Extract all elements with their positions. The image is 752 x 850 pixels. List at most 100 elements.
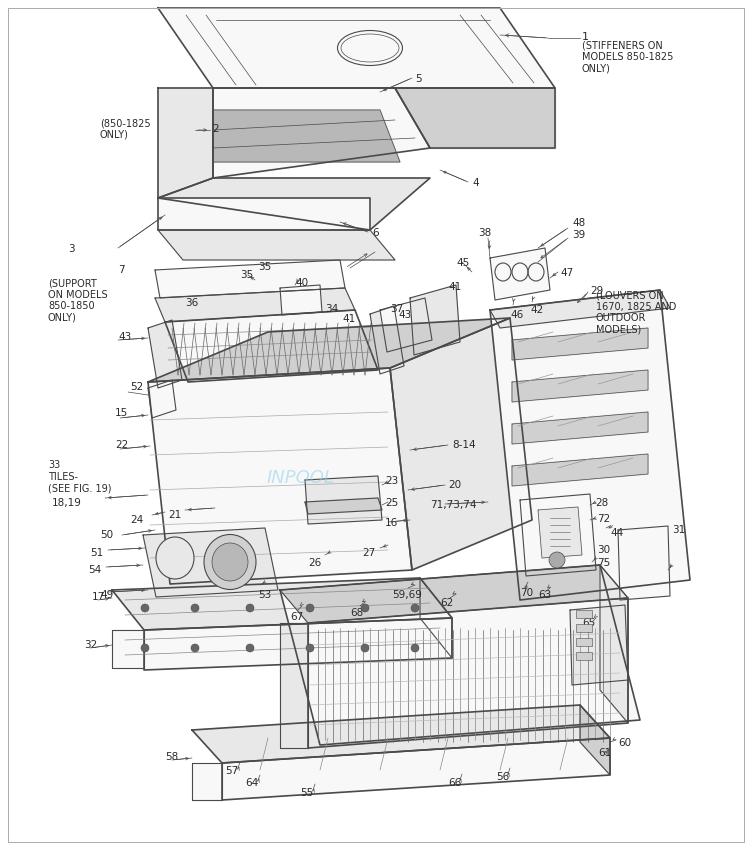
Polygon shape (112, 578, 452, 630)
Text: 7: 7 (118, 265, 125, 275)
Text: 22: 22 (115, 440, 129, 450)
Polygon shape (410, 285, 460, 355)
Text: 52: 52 (130, 382, 143, 392)
Polygon shape (222, 738, 610, 800)
Polygon shape (570, 605, 628, 685)
Text: 64: 64 (245, 778, 258, 788)
Text: 21: 21 (168, 510, 181, 520)
Text: 53: 53 (258, 590, 271, 600)
Polygon shape (165, 310, 378, 382)
Bar (576, 638, 592, 646)
Polygon shape (280, 285, 322, 315)
Text: 41: 41 (342, 314, 355, 324)
Text: 44: 44 (610, 528, 623, 538)
Text: 31: 31 (672, 525, 685, 535)
Text: 23: 23 (385, 476, 399, 486)
Text: 30: 30 (597, 545, 610, 555)
Polygon shape (280, 565, 640, 745)
Polygon shape (144, 618, 452, 670)
Text: 26: 26 (308, 558, 321, 568)
Polygon shape (308, 598, 628, 748)
Text: 1: 1 (582, 32, 589, 42)
Polygon shape (512, 370, 648, 402)
Text: 48: 48 (572, 218, 585, 228)
Circle shape (191, 644, 199, 652)
Text: 3: 3 (68, 244, 74, 254)
Polygon shape (148, 318, 510, 382)
Polygon shape (213, 110, 400, 162)
Circle shape (411, 644, 419, 652)
Text: 32: 32 (84, 640, 97, 650)
Polygon shape (158, 230, 395, 260)
Text: 43: 43 (398, 310, 411, 320)
Text: 66: 66 (448, 778, 461, 788)
Text: INPOOL: INPOOL (266, 469, 334, 487)
Text: 8-14: 8-14 (452, 440, 475, 450)
Circle shape (246, 604, 254, 612)
Polygon shape (490, 290, 690, 600)
Text: 15: 15 (115, 408, 129, 418)
Polygon shape (490, 290, 670, 328)
Circle shape (361, 604, 369, 612)
Polygon shape (512, 454, 648, 486)
Text: 37: 37 (390, 304, 403, 314)
Text: 43: 43 (118, 332, 132, 342)
Polygon shape (158, 8, 555, 88)
Text: 59,69: 59,69 (392, 590, 422, 600)
Polygon shape (213, 88, 430, 178)
Text: 45: 45 (456, 258, 469, 268)
Text: 42: 42 (530, 305, 543, 315)
Circle shape (141, 604, 149, 612)
Polygon shape (380, 298, 432, 352)
Text: 62: 62 (440, 598, 453, 608)
Text: 56: 56 (496, 772, 509, 782)
Text: 50: 50 (100, 530, 113, 540)
Polygon shape (490, 248, 550, 300)
Polygon shape (158, 198, 370, 230)
Text: 2: 2 (212, 124, 219, 134)
Text: 17: 17 (92, 592, 105, 602)
Text: 20: 20 (448, 480, 461, 490)
Text: (STIFFENERS ON
MODELS 850-1825
ONLY): (STIFFENERS ON MODELS 850-1825 ONLY) (582, 40, 673, 73)
Circle shape (549, 552, 565, 568)
Text: 63: 63 (538, 590, 551, 600)
Text: 29: 29 (590, 286, 603, 296)
Ellipse shape (156, 537, 194, 579)
Text: 55: 55 (300, 788, 314, 798)
Polygon shape (370, 306, 404, 374)
Text: 39: 39 (572, 230, 585, 240)
Text: 49: 49 (100, 590, 114, 600)
Bar (576, 610, 592, 618)
Circle shape (246, 644, 254, 652)
Text: 28: 28 (595, 498, 608, 508)
Text: 16: 16 (385, 518, 399, 528)
Text: 6: 6 (372, 228, 378, 238)
Circle shape (191, 604, 199, 612)
Circle shape (361, 644, 369, 652)
Text: 61: 61 (598, 748, 611, 758)
Text: 58: 58 (165, 752, 178, 762)
Text: 65: 65 (582, 618, 596, 628)
Polygon shape (155, 260, 345, 298)
Text: 35: 35 (240, 270, 253, 280)
Polygon shape (305, 498, 382, 514)
Text: 35: 35 (258, 262, 271, 272)
Text: 40: 40 (295, 278, 308, 288)
Text: 5: 5 (415, 74, 422, 84)
Polygon shape (395, 88, 555, 148)
Text: (850-1825
ONLY): (850-1825 ONLY) (100, 118, 150, 139)
Text: 72: 72 (597, 514, 611, 524)
Text: 60: 60 (618, 738, 631, 748)
Text: 4: 4 (472, 178, 478, 188)
Text: 34: 34 (325, 304, 338, 314)
Polygon shape (158, 88, 213, 198)
Text: 51: 51 (90, 548, 103, 558)
Text: 67: 67 (290, 612, 303, 622)
Text: 24: 24 (130, 515, 143, 525)
Polygon shape (155, 288, 355, 322)
Text: 18,19: 18,19 (52, 498, 82, 508)
Polygon shape (512, 412, 648, 444)
Text: 57: 57 (225, 766, 238, 776)
Circle shape (141, 644, 149, 652)
Text: 54: 54 (88, 565, 102, 575)
